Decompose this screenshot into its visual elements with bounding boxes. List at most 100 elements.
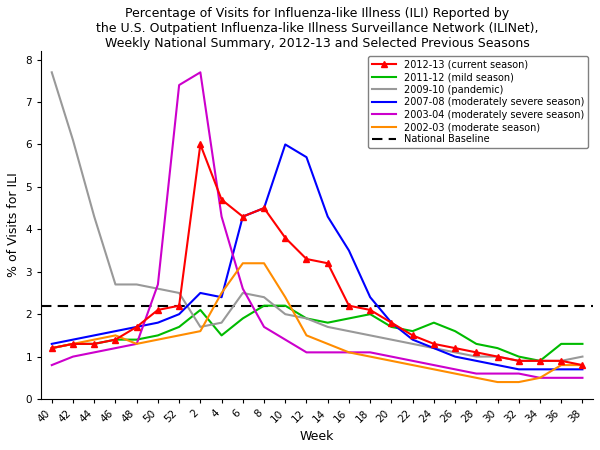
2011-12 (mild season) [70,341,77,346]
2003-04 (moderately severe season) [303,350,310,355]
2009-10 (pandemic) [281,311,289,317]
2009-10 (pandemic) [303,316,310,321]
2007-08 (moderately severe season) [303,154,310,160]
2002-03 (moderate season) [430,367,437,372]
2002-03 (moderate season) [112,333,119,338]
2003-04 (moderately severe season) [324,350,331,355]
2007-08 (moderately severe season) [239,214,247,219]
2011-12 (mild season) [197,307,204,313]
2009-10 (pandemic) [579,354,586,359]
2012-13 (current season) [473,350,480,355]
2007-08 (moderately severe season) [367,294,374,300]
2011-12 (mild season) [91,341,98,346]
2011-12 (mild season) [324,320,331,325]
2002-03 (moderate season) [239,261,247,266]
Title: Percentage of Visits for Influenza-like Illness (ILI) Reported by
the U.S. Outpa: Percentage of Visits for Influenza-like … [96,7,538,50]
2011-12 (mild season) [388,324,395,329]
2009-10 (pandemic) [557,358,565,364]
2011-12 (mild season) [281,303,289,308]
2003-04 (moderately severe season) [494,371,501,376]
2012-13 (current season) [346,303,353,308]
2002-03 (moderate season) [451,371,458,376]
2011-12 (mild season) [430,320,437,325]
2007-08 (moderately severe season) [91,333,98,338]
2007-08 (moderately severe season) [70,337,77,342]
2012-13 (current season) [91,341,98,346]
2007-08 (moderately severe season) [579,367,586,372]
2012-13 (current season) [451,346,458,351]
2011-12 (mild season) [579,341,586,346]
Legend: 2012-13 (current season), 2011-12 (mild season), 2009-10 (pandemic), 2007-08 (mo: 2012-13 (current season), 2011-12 (mild … [368,56,588,148]
2011-12 (mild season) [133,337,140,342]
2009-10 (pandemic) [324,324,331,329]
Line: 2003-04 (moderately severe season): 2003-04 (moderately severe season) [52,72,583,378]
2009-10 (pandemic) [473,354,480,359]
2011-12 (mild season) [473,341,480,346]
2007-08 (moderately severe season) [388,320,395,325]
Y-axis label: % of Visits for ILI: % of Visits for ILI [7,173,20,278]
2003-04 (moderately severe season) [579,375,586,381]
2011-12 (mild season) [515,354,523,359]
2011-12 (mild season) [48,346,55,351]
2007-08 (moderately severe season) [536,367,544,372]
2012-13 (current season) [536,358,544,364]
2012-13 (current season) [154,307,161,313]
2012-13 (current season) [303,256,310,262]
2007-08 (moderately severe season) [281,142,289,147]
2009-10 (pandemic) [515,358,523,364]
2002-03 (moderate season) [367,354,374,359]
2002-03 (moderate season) [91,337,98,342]
2011-12 (mild season) [557,341,565,346]
2012-13 (current season) [557,358,565,364]
2003-04 (moderately severe season) [133,341,140,346]
2007-08 (moderately severe season) [494,362,501,368]
2003-04 (moderately severe season) [260,324,268,329]
2011-12 (mild season) [260,303,268,308]
2002-03 (moderate season) [133,341,140,346]
Line: 2012-13 (current season): 2012-13 (current season) [48,141,586,369]
2007-08 (moderately severe season) [346,248,353,253]
2007-08 (moderately severe season) [48,341,55,346]
X-axis label: Week: Week [300,430,334,443]
2009-10 (pandemic) [239,290,247,296]
Line: 2007-08 (moderately severe season): 2007-08 (moderately severe season) [52,144,583,369]
2002-03 (moderate season) [324,341,331,346]
2009-10 (pandemic) [91,214,98,219]
2009-10 (pandemic) [346,328,353,334]
2003-04 (moderately severe season) [70,354,77,359]
2011-12 (mild season) [303,316,310,321]
2012-13 (current season) [197,142,204,147]
2009-10 (pandemic) [133,282,140,287]
2012-13 (current season) [367,307,374,313]
2009-10 (pandemic) [536,358,544,364]
2007-08 (moderately severe season) [473,358,480,364]
2003-04 (moderately severe season) [91,350,98,355]
2012-13 (current season) [409,333,416,338]
2007-08 (moderately severe season) [451,354,458,359]
2007-08 (moderately severe season) [409,337,416,342]
2012-13 (current season) [218,197,225,202]
Line: 2011-12 (mild season): 2011-12 (mild season) [52,306,583,361]
2011-12 (mild season) [451,328,458,334]
2012-13 (current season) [133,324,140,329]
National Baseline [70,303,77,308]
2003-04 (moderately severe season) [473,371,480,376]
2002-03 (moderate season) [388,358,395,364]
2012-13 (current season) [430,341,437,346]
2002-03 (moderate season) [176,333,183,338]
2012-13 (current season) [48,346,55,351]
2002-03 (moderate season) [218,290,225,296]
2011-12 (mild season) [218,333,225,338]
2009-10 (pandemic) [70,138,77,143]
2002-03 (moderate season) [536,375,544,381]
2002-03 (moderate season) [346,350,353,355]
2012-13 (current season) [324,261,331,266]
2003-04 (moderately severe season) [451,367,458,372]
2009-10 (pandemic) [154,286,161,292]
2012-13 (current season) [239,214,247,219]
2012-13 (current season) [494,354,501,359]
2003-04 (moderately severe season) [409,358,416,364]
2007-08 (moderately severe season) [133,324,140,329]
2003-04 (moderately severe season) [239,286,247,292]
2003-04 (moderately severe season) [218,214,225,219]
